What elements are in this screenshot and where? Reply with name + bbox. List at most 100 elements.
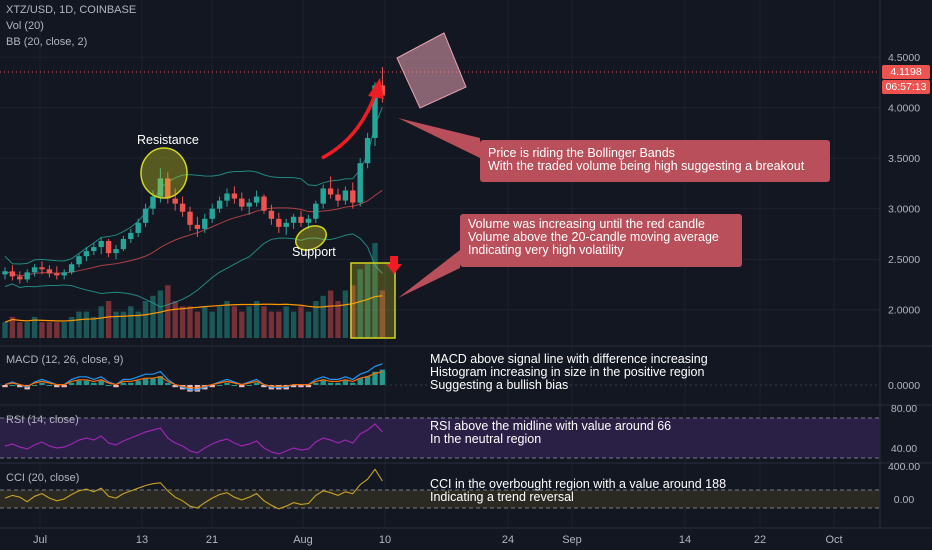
bb-lower-line <box>4 233 383 308</box>
volume-bar-12 <box>91 316 97 338</box>
rsi-note-line2: In the neutral region <box>430 432 542 446</box>
volume-bar-2 <box>17 322 23 338</box>
time-axis[interactable]: Jul 13 21 Aug 10 24 Sep 14 22 Oct <box>0 529 932 550</box>
callout2-line1: Volume was increasing until the red cand… <box>468 217 705 231</box>
macd-hist-18 <box>135 380 141 385</box>
callout-bollinger[interactable]: Price is riding the Bollinger Bands With… <box>480 140 830 182</box>
red-candle-arrow <box>386 256 402 274</box>
callout2-line2: Volume above the 20-candle moving averag… <box>468 230 719 244</box>
macd-note-line1: MACD above signal line with difference i… <box>430 352 708 366</box>
macd-hist-50 <box>372 371 378 385</box>
macd-hist-20 <box>150 378 156 385</box>
volume-bar-13 <box>98 306 104 338</box>
macd-hist-15 <box>113 385 119 388</box>
candle-body-21 <box>157 178 164 197</box>
candle-body-22 <box>165 178 171 199</box>
volume-bar-11 <box>83 311 90 338</box>
candle-body-33 <box>246 202 252 207</box>
callout-volume[interactable]: Volume was increasing until the red cand… <box>460 214 742 267</box>
macd-hist-48 <box>357 378 363 385</box>
volume-bar-19 <box>142 301 149 338</box>
trend-arrow-curve[interactable] <box>321 91 378 160</box>
candle-body-48 <box>357 163 363 203</box>
macd-hist-11 <box>83 380 90 385</box>
volume-bar-22 <box>165 285 171 338</box>
time-tick-4: 10 <box>379 534 391 546</box>
volume-bar-27 <box>202 306 208 338</box>
volume-bar-41 <box>305 311 312 338</box>
time-tick-6: Sep <box>562 534 582 546</box>
volume-bar-28 <box>209 311 215 338</box>
time-tick-9: Oct <box>825 534 842 546</box>
macd-hist-22 <box>165 382 171 385</box>
candle-body-39 <box>290 216 297 223</box>
candle-body-42 <box>313 203 319 219</box>
volume-bar-15 <box>113 311 119 338</box>
macd-hist-30 <box>224 382 230 385</box>
time-tick-2: 21 <box>206 534 218 546</box>
candle-body-43 <box>320 188 326 204</box>
symbol-title: XTZ/USD, 1D, COINBASE <box>6 4 137 16</box>
candle-body-3 <box>24 272 30 280</box>
volume-bar-24 <box>179 306 186 338</box>
macd-signal-line <box>4 371 383 389</box>
rsi-tick-0: 80.00 <box>891 403 917 415</box>
candle-body-47 <box>350 190 356 203</box>
candle-body-14 <box>105 241 112 254</box>
vol-legend[interactable]: Vol (20) <box>6 20 44 32</box>
volume-bar-20 <box>150 295 156 338</box>
volume-highlight-box[interactable] <box>350 262 396 339</box>
cci-legend[interactable]: CCI (20, close) <box>6 472 80 484</box>
macd-hist-13 <box>98 380 104 385</box>
volume-bar-31 <box>231 306 238 338</box>
volume-bar-40 <box>298 306 304 338</box>
candle-body-50 <box>372 85 378 138</box>
volume-bar-3 <box>24 322 30 338</box>
candle-body-41 <box>305 218 312 223</box>
callout1-pointer <box>398 118 480 158</box>
candle-body-28 <box>209 208 215 219</box>
macd-hist-0 <box>2 385 8 388</box>
candle-body-34 <box>253 196 260 203</box>
candle-body-7 <box>54 273 60 276</box>
macd-hist-17 <box>128 382 134 385</box>
volume-bar-30 <box>224 301 230 338</box>
macd-hist-14 <box>105 385 112 386</box>
price-tick-2: 3.5000 <box>888 153 920 165</box>
candle-body-1 <box>9 271 16 277</box>
callout2-line3: Indicating very high volatility <box>468 243 624 257</box>
time-tick-7: 14 <box>679 534 691 546</box>
volume-bar-36 <box>268 311 275 338</box>
candle-body-51 <box>379 85 386 96</box>
resistance-marker[interactable] <box>140 147 188 199</box>
volume-bar-1 <box>9 316 16 338</box>
support-label: Support <box>292 245 336 259</box>
volume-bar-46 <box>342 290 349 338</box>
macd-legend[interactable]: MACD (12, 26, close, 9) <box>6 354 124 366</box>
macd-hist-43 <box>320 380 326 385</box>
support-marker[interactable] <box>292 221 330 254</box>
rsi-legend[interactable]: RSI (14, close) <box>6 414 79 426</box>
volume-bar-18 <box>135 311 141 338</box>
bb-legend[interactable]: BB (20, close, 2) <box>6 36 88 48</box>
macd-note-line3: Suggesting a bullish bias <box>430 378 569 392</box>
volume-bar-10 <box>76 311 82 338</box>
macd-hist-21 <box>157 376 164 385</box>
price-axis[interactable]: 4.5000 4.0000 3.5000 3.0000 2.5000 2.0000 0.00… <box>888 52 920 506</box>
callout1-line1: Price is riding the Bollinger Bands <box>488 146 675 160</box>
bollinger-bands <box>4 106 383 308</box>
cci-pane <box>4 468 383 510</box>
projection-box[interactable] <box>396 32 467 109</box>
candlesticks <box>2 67 386 284</box>
time-tick-5: 24 <box>502 534 514 546</box>
volume-bar-33 <box>246 306 252 338</box>
callout1-line2: With the traded volume being high sugges… <box>488 159 805 173</box>
rsi-note: RSI above the midline with value around … <box>430 420 671 446</box>
last-price-label: 4.1198 <box>882 65 930 79</box>
cci-tick-1: 0.00 <box>894 494 915 506</box>
volume-bar-48 <box>357 269 363 338</box>
pane-dividers <box>0 0 932 529</box>
macd-hist-7 <box>54 385 60 388</box>
candle-body-29 <box>216 200 223 209</box>
